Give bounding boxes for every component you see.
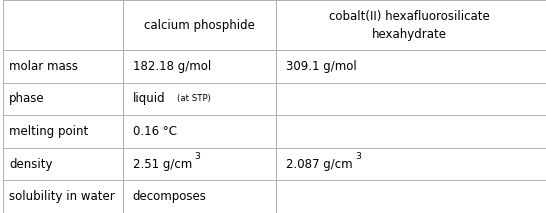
Text: calcium phosphide: calcium phosphide (144, 19, 255, 32)
Text: 3: 3 (355, 153, 361, 161)
Bar (3, 83, 123, 115)
Text: decomposes: decomposes (133, 190, 206, 203)
Text: 309.1 g/mol: 309.1 g/mol (286, 60, 357, 73)
Bar (276, 115, 546, 148)
Text: melting point: melting point (9, 125, 88, 138)
Text: phase: phase (9, 92, 45, 105)
Bar (123, 83, 276, 115)
Text: molar mass: molar mass (9, 60, 78, 73)
Text: solubility in water: solubility in water (9, 190, 115, 203)
Bar (276, 83, 546, 115)
Bar (276, 50, 546, 83)
Bar (276, 148, 546, 180)
Bar (123, 148, 276, 180)
Bar (3, 148, 123, 180)
Bar (123, 180, 276, 213)
Text: cobalt(II) hexafluorosilicate
hexahydrate: cobalt(II) hexafluorosilicate hexahydrat… (329, 10, 490, 40)
Bar (3, 0, 123, 50)
Bar (276, 0, 546, 50)
Bar (276, 180, 546, 213)
Text: density: density (9, 158, 53, 171)
Bar (123, 115, 276, 148)
Text: 2.087 g/cm: 2.087 g/cm (286, 158, 352, 171)
Text: 2.51 g/cm: 2.51 g/cm (133, 158, 192, 171)
Text: 182.18 g/mol: 182.18 g/mol (133, 60, 211, 73)
Text: liquid: liquid (133, 92, 165, 105)
Text: 0.16 °C: 0.16 °C (133, 125, 177, 138)
Bar (3, 115, 123, 148)
Text: (at STP): (at STP) (177, 94, 211, 104)
Text: 3: 3 (194, 153, 200, 161)
Bar (3, 180, 123, 213)
Bar (123, 50, 276, 83)
Bar (123, 0, 276, 50)
Bar (3, 50, 123, 83)
